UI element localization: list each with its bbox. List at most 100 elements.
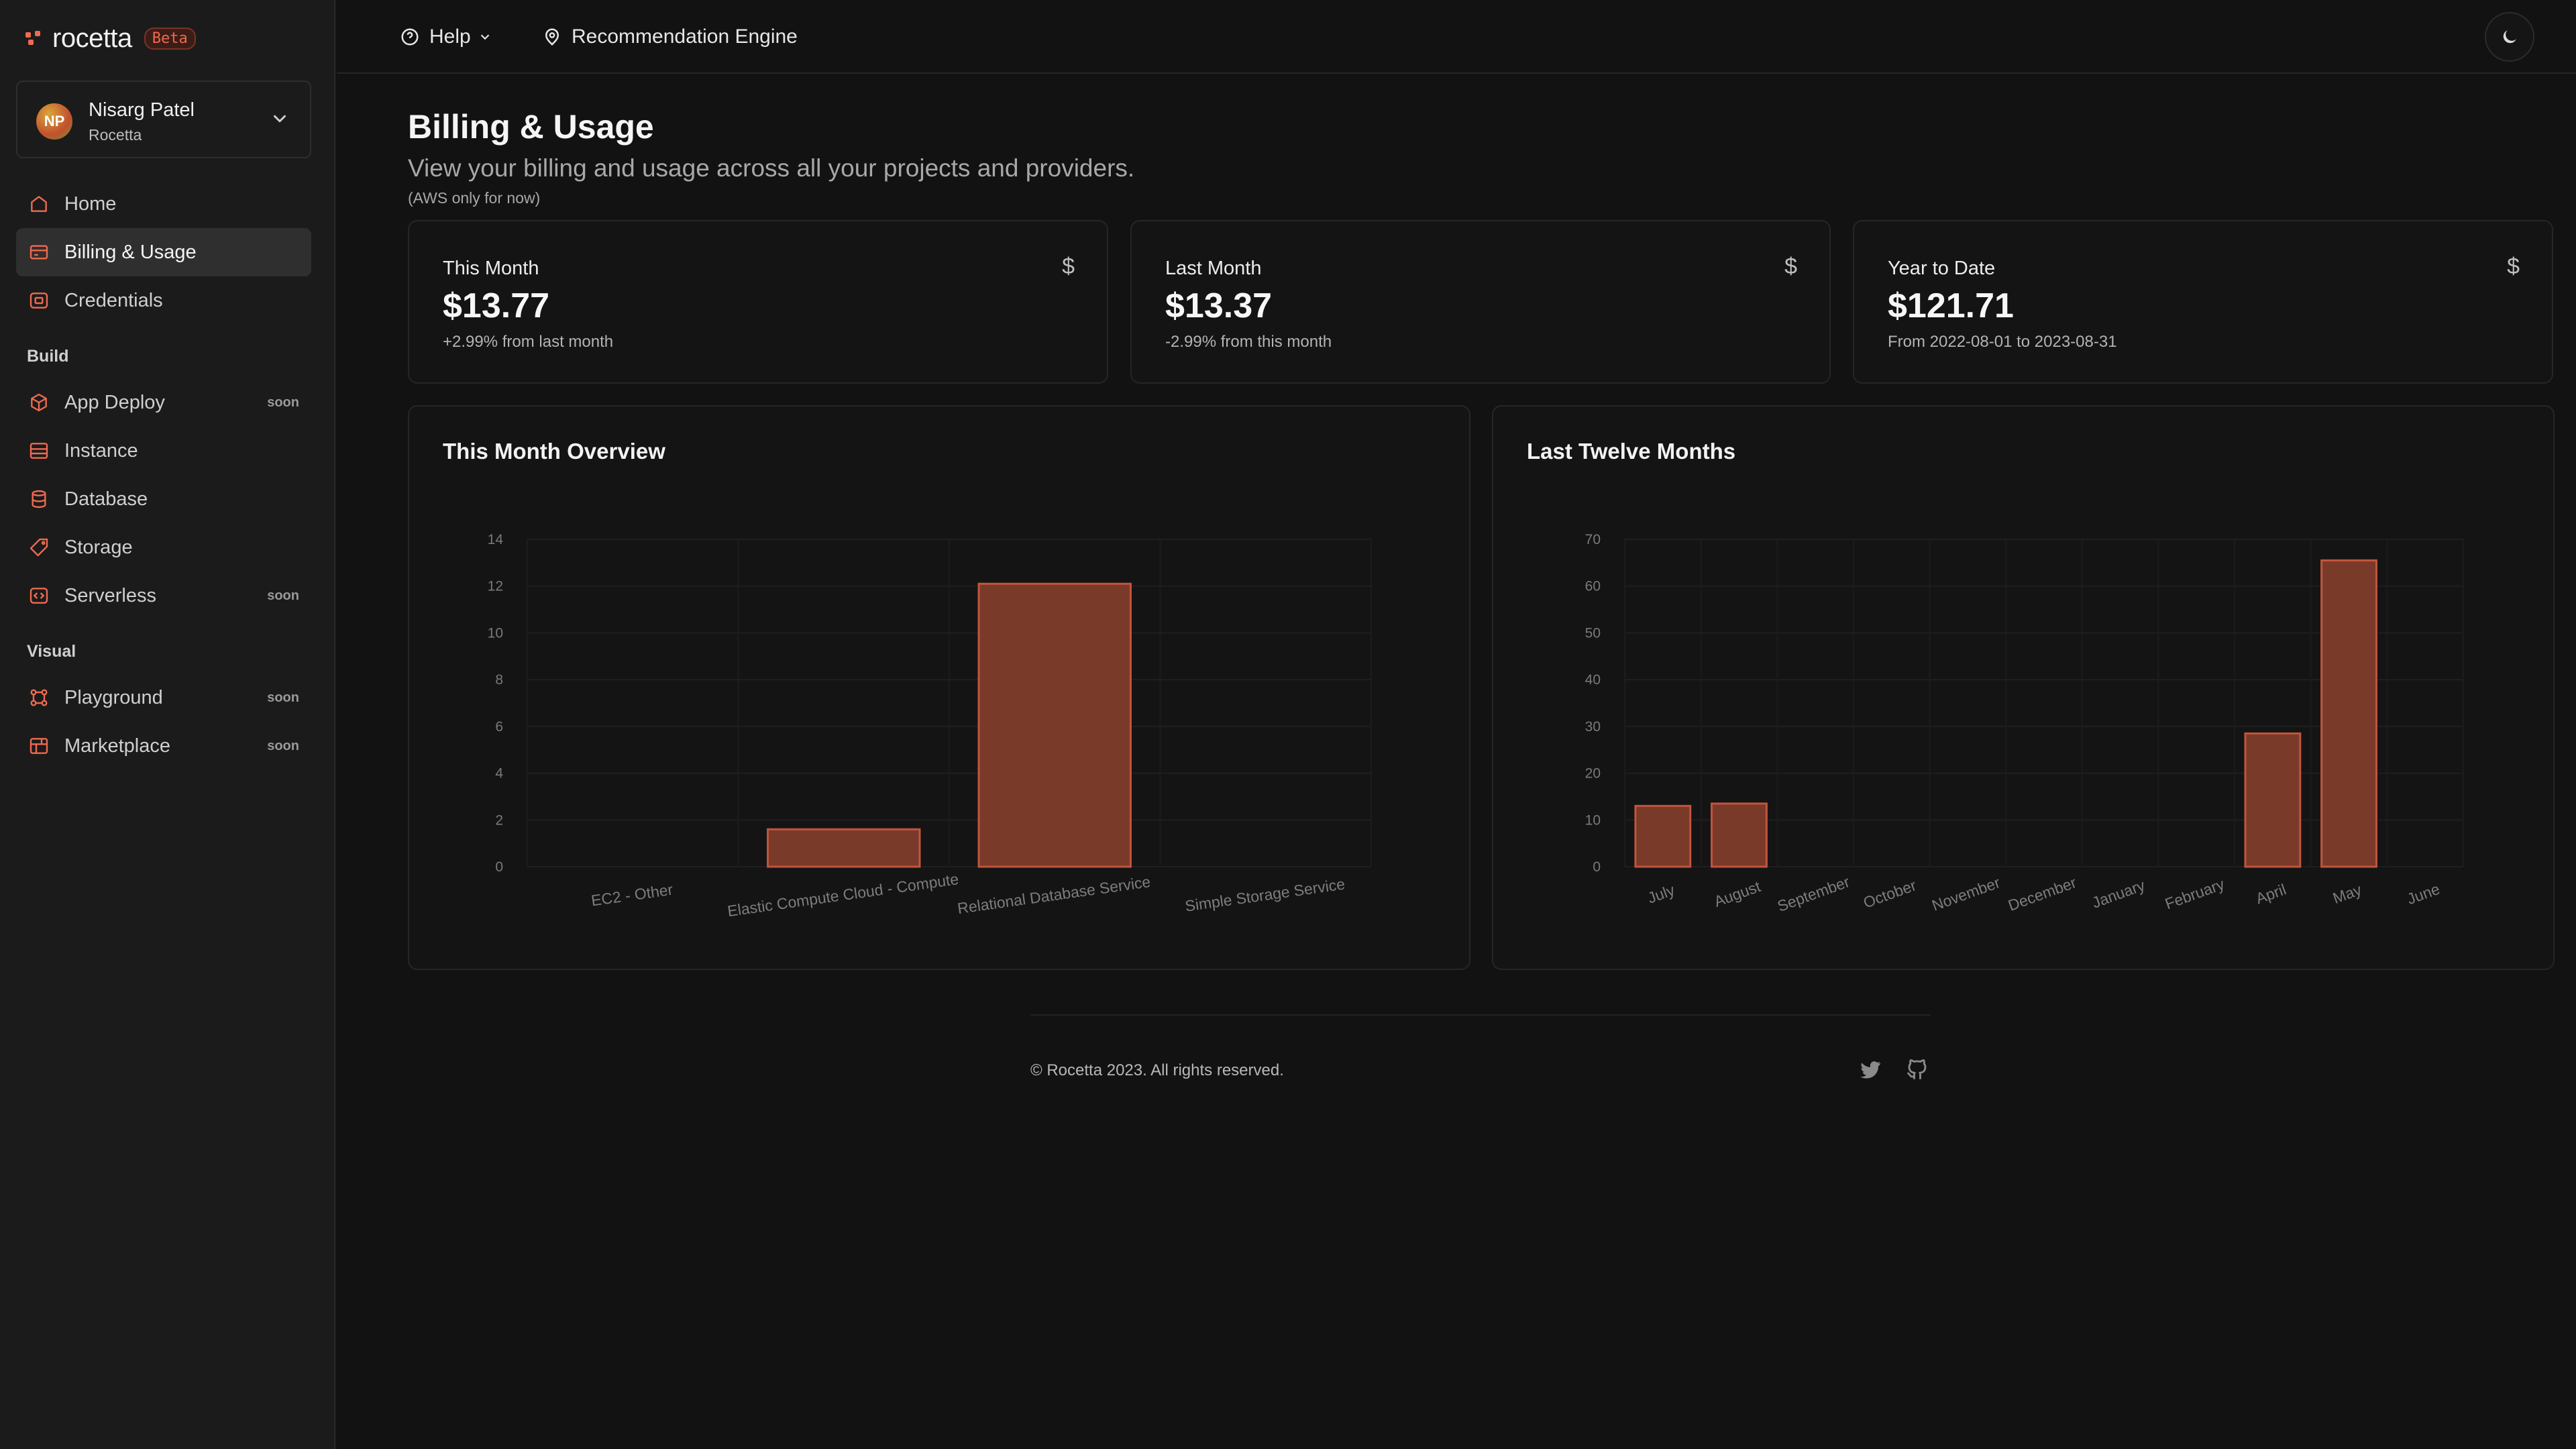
stat-card-year-to-date: Year to Date $ $121.71 From 2022-08-01 t… xyxy=(1853,220,2553,384)
page-note: (AWS only for now) xyxy=(408,189,541,207)
x-tick-label: April xyxy=(2253,880,2288,907)
y-tick-label: 0 xyxy=(495,859,503,875)
this-month-bar-chart: 0 2 4 6 8 10 12 14 EC2 - Other Elastic Compute Cl… xyxy=(488,532,1372,920)
beta-badge: Beta xyxy=(144,27,196,50)
y-tick-label: 10 xyxy=(1585,812,1601,828)
dollar-icon: $ xyxy=(2507,254,2520,279)
stat-delta: From 2022-08-01 to 2023-08-31 xyxy=(1888,333,2117,351)
nav-item-instance[interactable]: Instance xyxy=(16,427,311,475)
bar xyxy=(2320,559,2377,868)
home-icon xyxy=(31,196,47,212)
code-icon xyxy=(30,588,48,604)
soon-badge: soon xyxy=(267,394,299,410)
bar xyxy=(1711,802,1768,868)
server-icon xyxy=(30,443,48,459)
nav-item-home[interactable]: Home xyxy=(16,180,311,228)
x-tick-label: August xyxy=(1712,877,1764,910)
y-tick-label: 60 xyxy=(1585,579,1601,594)
y-tick-label: 12 xyxy=(488,579,503,594)
x-tick-label: June xyxy=(2405,880,2443,908)
stat-label: Year to Date xyxy=(1888,258,1996,279)
nav-label-credentials: Credentials xyxy=(64,289,163,311)
chevron-down-icon xyxy=(480,34,489,40)
moon-icon xyxy=(2503,30,2516,44)
x-tick-label: January xyxy=(2090,876,2147,912)
database-icon xyxy=(32,490,46,508)
x-tick-label: May xyxy=(2330,881,2364,907)
nav-label-app-deploy: App Deploy xyxy=(64,391,165,413)
soon-badge: soon xyxy=(267,588,299,603)
avatar: NP xyxy=(36,103,72,140)
sidebar: rocetta Beta NP Nisarg Patel Rocetta Hom… xyxy=(0,0,335,1449)
github-icon[interactable] xyxy=(1905,1057,1929,1081)
brand-name: rocetta xyxy=(52,23,132,53)
y-tick-label: 70 xyxy=(1585,532,1601,547)
y-tick-label: 6 xyxy=(495,719,503,735)
help-circle-icon xyxy=(401,28,419,46)
nav-label-database: Database xyxy=(64,488,148,510)
package-icon xyxy=(31,393,47,412)
x-tick-label: Relational Database Service xyxy=(957,873,1152,917)
stat-card-last-month: Last Month $ $13.37 -2.99% from this mon… xyxy=(1130,220,1831,384)
section-heading-build: Build xyxy=(27,347,69,366)
nav-label-home: Home xyxy=(64,193,117,215)
bar xyxy=(977,582,1132,868)
store-icon xyxy=(30,738,48,754)
nav-label-playground: Playground xyxy=(64,686,163,708)
chart-title: Last Twelve Months xyxy=(1527,439,1736,464)
footer-copyright: © Rocetta 2023. All rights reserved. xyxy=(1030,1061,1284,1079)
recommendation-engine-label: Recommendation Engine xyxy=(572,25,798,48)
brand-logo[interactable]: rocetta Beta xyxy=(24,21,196,55)
bar xyxy=(767,828,921,868)
x-tick-label: EC2 - Other xyxy=(590,881,674,910)
footer-divider xyxy=(1030,1014,1931,1016)
account-switcher[interactable]: NP Nisarg Patel Rocetta xyxy=(16,80,311,158)
nav-item-serverless[interactable]: Serverless soon xyxy=(16,572,311,620)
y-tick-label: 2 xyxy=(495,812,503,828)
stat-value: $13.77 xyxy=(443,286,550,325)
soon-badge: soon xyxy=(267,738,299,753)
page-title: Billing & Usage xyxy=(408,108,654,146)
help-menu-button[interactable]: Help xyxy=(400,21,492,52)
billing-icon xyxy=(30,245,48,260)
chevron-down-icon xyxy=(274,115,286,123)
x-tick-label: September xyxy=(1775,873,1852,915)
recommendation-engine-button[interactable]: Recommendation Engine xyxy=(542,21,798,52)
nav-item-database[interactable]: Database xyxy=(16,475,311,523)
x-tick-label: February xyxy=(2163,875,2227,912)
nav-item-playground[interactable]: Playground soon xyxy=(16,674,311,722)
stat-delta: -2.99% from this month xyxy=(1165,333,1332,351)
user-org: Rocetta xyxy=(89,126,142,144)
dollar-icon: $ xyxy=(1784,254,1797,279)
nav-item-storage[interactable]: Storage xyxy=(16,523,311,572)
bar xyxy=(2244,732,2302,868)
nav-item-marketplace[interactable]: Marketplace soon xyxy=(16,722,311,770)
bar xyxy=(1634,804,1692,868)
page-subtitle: View your billing and usage across all y… xyxy=(408,154,1135,182)
nav-item-app-deploy[interactable]: App Deploy soon xyxy=(16,378,311,427)
chart-card-last-twelve-months: Last Twelve Months 0 10 20 30 40 50 60 70 July Au… xyxy=(1492,405,2555,970)
y-tick-label: 50 xyxy=(1585,625,1601,641)
stat-value: $121.71 xyxy=(1888,286,2014,325)
chart-title: This Month Overview xyxy=(443,439,665,464)
x-tick-label: October xyxy=(1861,876,1919,912)
rocetta-logo-icon xyxy=(25,31,40,45)
x-tick-label: Elastic Compute Cloud - Compute xyxy=(727,870,960,920)
soon-badge: soon xyxy=(267,690,299,705)
nav-item-billing[interactable]: Billing & Usage xyxy=(16,228,311,276)
x-tick-label: Simple Storage Service xyxy=(1184,875,1346,914)
help-label: Help xyxy=(429,25,471,48)
key-icon xyxy=(30,292,48,309)
tag-icon xyxy=(30,538,48,557)
y-tick-label: 40 xyxy=(1585,672,1601,688)
stat-value: $13.37 xyxy=(1165,286,1273,325)
nav-label-storage: Storage xyxy=(64,536,133,558)
y-tick-label: 20 xyxy=(1585,766,1601,782)
nav-item-credentials[interactable]: Credentials xyxy=(16,276,311,325)
theme-toggle-button[interactable] xyxy=(2485,12,2534,62)
stat-delta: +2.99% from last month xyxy=(443,333,614,351)
twitter-icon[interactable] xyxy=(1858,1057,1882,1081)
y-tick-label: 30 xyxy=(1585,719,1601,735)
y-tick-label: 10 xyxy=(488,625,503,641)
dollar-icon: $ xyxy=(1062,254,1075,279)
